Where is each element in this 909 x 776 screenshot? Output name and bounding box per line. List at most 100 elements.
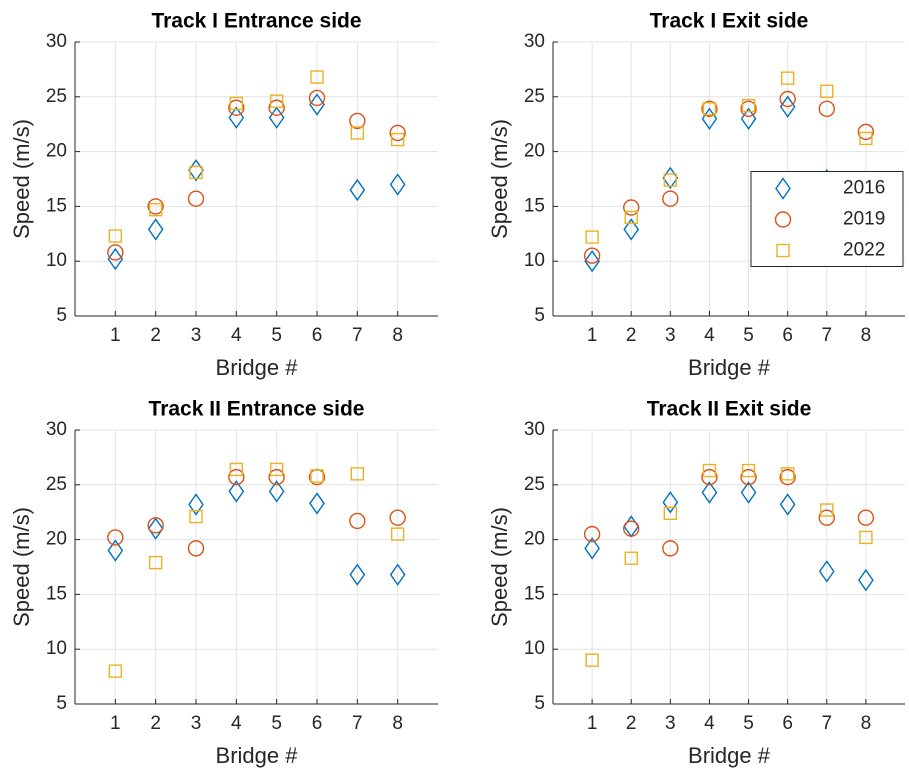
marker-square [390, 527, 405, 541]
marker-square [741, 98, 756, 113]
marker-diamond [779, 493, 796, 516]
x-axis-label: Bridge # [216, 355, 299, 380]
legend-label: 2022 [843, 240, 885, 261]
marker-diamond [349, 563, 366, 586]
x-axis-label: Bridge # [216, 743, 299, 768]
marker-circle [701, 468, 718, 486]
marker-circle [147, 517, 164, 534]
marker-square [780, 467, 795, 481]
marker-square [350, 126, 365, 140]
marker-square [350, 467, 365, 481]
marker-square [776, 243, 790, 258]
marker-circle [774, 211, 792, 228]
x-tick-label: 2 [626, 325, 637, 346]
marker-square [780, 71, 795, 85]
marker-circle [818, 509, 835, 526]
x-tick-label: 2 [150, 713, 161, 734]
y-tick-label: 25 [524, 474, 545, 495]
marker-diamond [779, 95, 796, 118]
x-tick-label: 7 [821, 325, 832, 346]
marker-circle [268, 99, 285, 116]
marker-square [229, 462, 244, 477]
marker-diamond [701, 481, 718, 504]
y-tick-label: 15 [46, 195, 67, 216]
chart-title: Track I Entrance side [151, 10, 361, 33]
marker-circle [187, 190, 205, 207]
y-tick-label: 25 [524, 86, 545, 107]
subplot: 5 10 15 20 25 30 1 2 3 4 5 6 7 8 Track II Exit side Bri… [487, 398, 905, 768]
marker-square [148, 202, 163, 217]
legend-label: 2016 [843, 178, 885, 199]
x-tick-label: 8 [392, 325, 403, 346]
y-tick-label: 10 [524, 250, 545, 271]
y-tick-label: 15 [524, 583, 545, 604]
x-tick-label: 3 [665, 713, 676, 734]
marker-circle [662, 190, 679, 207]
y-tick-label: 30 [46, 419, 67, 440]
marker-square [310, 70, 324, 84]
marker-square [741, 463, 756, 478]
y-tick-label: 25 [46, 86, 67, 107]
marker-circle [740, 100, 757, 118]
x-tick-label: 7 [352, 325, 363, 346]
marker-diamond [818, 560, 835, 583]
x-tick-label: 6 [782, 713, 793, 734]
marker-circle [308, 89, 326, 107]
y-tick-label: 5 [56, 693, 67, 714]
marker-diamond [107, 247, 124, 271]
y-tick-label: 30 [524, 419, 545, 440]
chart-title: Track II Entrance side [149, 398, 365, 421]
marker-diamond [147, 517, 164, 540]
marker-diamond [309, 93, 325, 116]
marker-square [269, 462, 284, 477]
x-tick-label: 1 [110, 325, 121, 346]
x-tick-label: 4 [704, 325, 715, 346]
y-tick-label: 5 [56, 305, 67, 326]
marker-circle [818, 100, 835, 118]
marker-circle [583, 247, 601, 264]
marker-square [859, 131, 873, 146]
y-tick-label: 15 [524, 195, 545, 216]
marker-square [624, 551, 638, 565]
marker-circle [349, 112, 366, 130]
marker-circle [349, 512, 366, 530]
subplot: 5 10 15 20 25 30 1 2 3 4 5 6 7 8 Track II Entrance sid… [9, 398, 438, 768]
marker-circle [583, 525, 601, 543]
marker-circle [147, 198, 164, 215]
chart-title: Track II Exit side [647, 398, 812, 421]
y-tick-label: 5 [534, 305, 545, 326]
marker-square [820, 84, 834, 99]
marker-square [702, 463, 717, 478]
y-tick-label: 20 [46, 529, 67, 550]
marker-square [624, 210, 638, 225]
y-tick-label: 10 [524, 638, 545, 659]
marker-diamond [858, 568, 874, 592]
marker-diamond [107, 539, 124, 562]
marker-circle [779, 90, 796, 108]
marker-circle [107, 529, 124, 546]
x-tick-label: 2 [150, 325, 161, 346]
marker-circle [779, 468, 796, 486]
x-tick-label: 6 [782, 325, 793, 346]
x-tick-label: 5 [271, 713, 282, 734]
x-tick-label: 5 [743, 713, 754, 734]
marker-square [229, 96, 244, 111]
x-tick-label: 6 [312, 325, 323, 346]
x-tick-label: 6 [312, 713, 323, 734]
y-axis-label: Speed (m/s) [487, 507, 512, 627]
x-tick-label: 7 [821, 713, 832, 734]
y-tick-label: 30 [524, 31, 545, 52]
y-axis-label: Speed (m/s) [487, 119, 512, 239]
marker-diamond [389, 173, 406, 196]
x-tick-label: 5 [271, 325, 282, 346]
x-tick-label: 4 [704, 713, 715, 734]
y-tick-label: 10 [46, 250, 67, 271]
marker-square [108, 229, 123, 243]
x-tick-label: 4 [231, 325, 242, 346]
x-tick-label: 7 [352, 713, 363, 734]
x-axis-label: Bridge # [688, 355, 771, 380]
marker-diamond [147, 218, 164, 241]
marker-square [108, 664, 123, 678]
marker-diamond [309, 492, 325, 515]
